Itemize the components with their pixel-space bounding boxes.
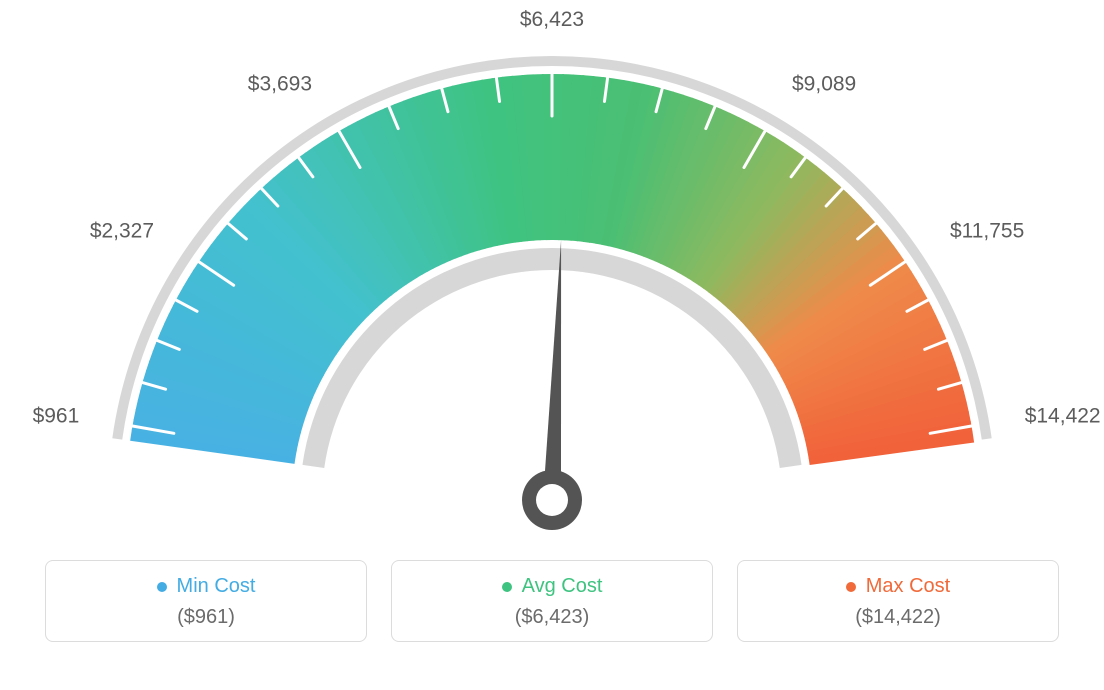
gauge-needle: [543, 240, 561, 500]
legend-card-min: Min Cost ($961): [45, 560, 367, 642]
legend-value-max: ($14,422): [738, 606, 1058, 629]
legend-value-min: ($961): [46, 606, 366, 629]
legend-dot-avg: [502, 582, 512, 592]
cost-gauge-chart: $961 $2,327 $3,693 $6,423 $9,089 $11,755 $14,4…: [0, 0, 1104, 560]
gauge-tick-label: $3,693: [248, 72, 312, 95]
gauge-tick-label: $961: [33, 405, 80, 428]
legend-title-max: Max Cost: [846, 575, 950, 598]
legend-title-text: Min Cost: [177, 575, 256, 598]
legend-dot-max: [846, 582, 856, 592]
legend-card-avg: Avg Cost ($6,423): [391, 560, 713, 642]
legend-dot-min: [157, 582, 167, 592]
gauge-tick-label: $6,423: [520, 8, 584, 31]
gauge-tick-label: $2,327: [90, 220, 154, 243]
gauge-tick-label: $9,089: [792, 72, 856, 95]
gauge-tick-label: $11,755: [950, 220, 1024, 243]
legend-value-avg: ($6,423): [392, 606, 712, 629]
gauge-svg: $961 $2,327 $3,693 $6,423 $9,089 $11,755 $14,4…: [0, 0, 1104, 560]
gauge-tick-label: $14,422: [1025, 405, 1101, 428]
legend-row: Min Cost ($961) Avg Cost ($6,423) Max Co…: [0, 560, 1104, 642]
legend-title-avg: Avg Cost: [502, 575, 603, 598]
legend-title-min: Min Cost: [157, 575, 256, 598]
legend-title-text: Avg Cost: [522, 575, 603, 598]
legend-title-text: Max Cost: [866, 575, 950, 598]
legend-card-max: Max Cost ($14,422): [737, 560, 1059, 642]
